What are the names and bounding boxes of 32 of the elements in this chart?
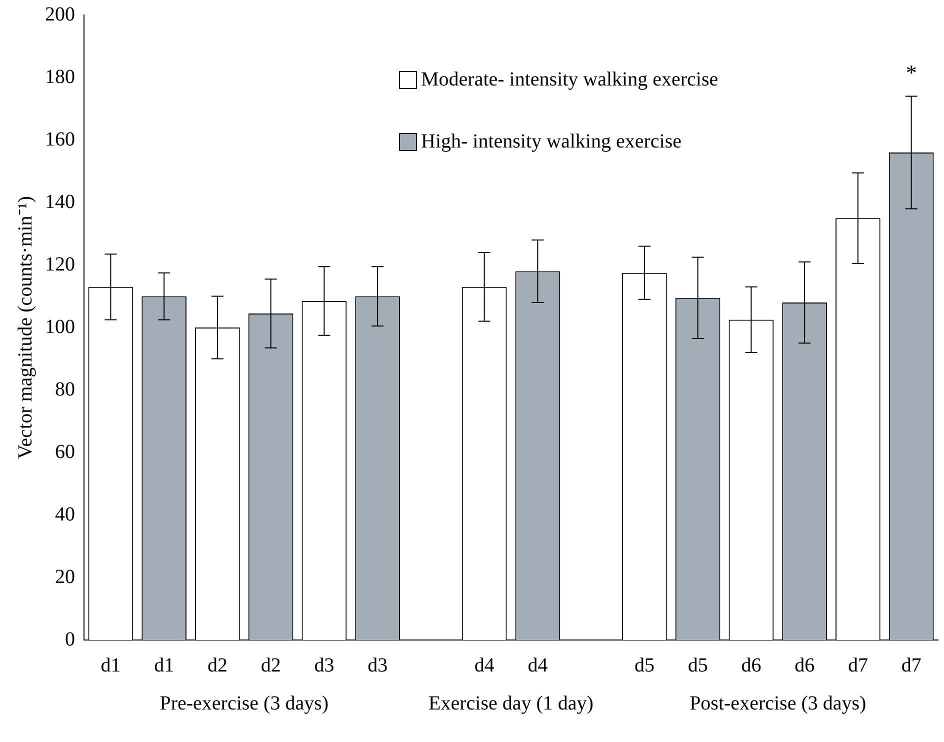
y-tick-label: 40	[55, 503, 75, 526]
x-tick-label: d3	[368, 654, 388, 676]
x-tick-label: d7	[901, 654, 922, 676]
x-tick-label: d2	[207, 654, 228, 676]
annotation: *	[906, 60, 917, 86]
text: Pre-exercise (3 days)	[160, 692, 329, 714]
x-tick-label: d5	[688, 654, 708, 676]
x-tick-label: d5	[634, 654, 654, 676]
x-tick-label: d6	[741, 654, 762, 676]
text: Exercise day (1 day)	[428, 692, 594, 714]
x-tick-label: d1	[154, 654, 174, 676]
y-tick-label: 140	[45, 190, 75, 213]
y-tick-label: 80	[55, 378, 75, 400]
y-tick-label: 20	[55, 566, 75, 588]
x-tick-label: d4	[474, 654, 494, 676]
y-tick-label: 60	[55, 440, 75, 463]
legend-label: Moderate- intensity walking exercise	[421, 68, 718, 90]
x-tick-label: d3	[314, 654, 334, 676]
y-tick-label: 180	[45, 66, 75, 88]
y-tick-label: 0	[65, 628, 75, 650]
y-tick-label: 200	[45, 3, 75, 26]
y-tick-label: 160	[45, 128, 75, 150]
y-axis-title: Vector magnitude (counts·min⁻¹)	[14, 196, 36, 459]
x-tick-label: d4	[528, 654, 548, 676]
y-tick-label: 120	[45, 253, 75, 276]
x-tick-label: d2	[260, 654, 281, 676]
x-tick-label: d6	[794, 654, 815, 676]
text: Post-exercise (3 days)	[690, 692, 866, 714]
y-tick-label: 100	[45, 316, 75, 338]
x-tick-label: d1	[100, 654, 121, 676]
x-tick-label: d7	[848, 654, 868, 676]
legend-label: High- intensity walking exercise	[421, 130, 682, 152]
